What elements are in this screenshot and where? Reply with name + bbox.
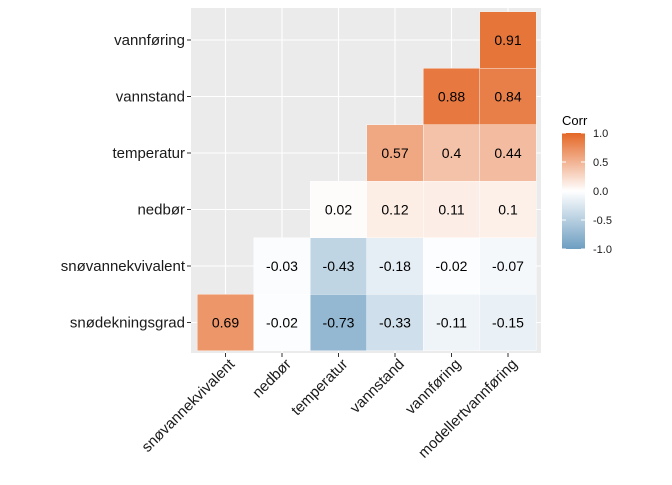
legend-tick-label: 1.0: [593, 128, 608, 140]
cell-value-label: -0.02: [436, 258, 468, 274]
y-axis-tick-label: temperatur: [112, 145, 185, 162]
heatmap-cell: [310, 237, 367, 295]
heatmap-cell: [423, 237, 480, 295]
y-axis-tick-label: nedbør: [137, 202, 185, 219]
legend-tick-label: -0.5: [593, 215, 612, 227]
heatmap-cell: [197, 294, 254, 351]
cell-value-label: 0.4: [442, 145, 462, 161]
color-legend: Corr 1.0 0.5 0.0 -0.5 -1.0: [562, 113, 612, 256]
cell-value-label: -0.03: [266, 258, 298, 274]
cell-value-label: 0.69: [212, 315, 239, 331]
y-axis-tick-label: vannføring: [114, 32, 185, 49]
cell-value-label: -0.43: [323, 258, 355, 274]
legend-title: Corr: [562, 113, 588, 128]
cell-value-label: -0.33: [379, 315, 411, 331]
x-axis-tick-label: modellertvannføring: [415, 356, 521, 462]
legend-tick-label: 0.5: [593, 157, 608, 169]
heatmap-cell: [366, 237, 424, 295]
cell-value-label: -0.18: [379, 258, 411, 274]
heatmap-cell: [253, 237, 311, 295]
heatmap-cell: [423, 124, 480, 182]
legend-colorbar: [562, 133, 585, 249]
heatmap-cell: [479, 68, 537, 125]
cell-value-label: 0.91: [494, 32, 521, 48]
heatmap-cell: [479, 237, 537, 295]
heatmap-cell: [479, 181, 537, 238]
cell-value-label: -0.11: [436, 315, 467, 331]
heatmap-cell: [479, 11, 537, 69]
cell-value-label: 0.12: [381, 202, 408, 218]
cell-value-label: 0.02: [325, 202, 352, 218]
cell-value-label: 0.57: [381, 145, 408, 161]
heatmap-cells: [197, 11, 537, 351]
cell-value-label: -0.73: [323, 315, 355, 331]
x-axis-tick-label: nedbør: [249, 356, 295, 402]
heatmap-cell: [423, 181, 480, 238]
x-axis-tick-label: snøvannekvivalent: [138, 355, 238, 455]
cell-value-label: -0.07: [492, 258, 524, 274]
legend-tick-label: -1.0: [593, 244, 612, 256]
y-axis-tick-label: snøvannekvivalent: [61, 258, 186, 275]
heatmap-cell: [479, 124, 537, 182]
y-axis: snødekningsgrad snøvannekvivalent nedbør te…: [61, 32, 191, 332]
heatmap-cell: [423, 68, 480, 125]
x-axis-tick-label: temperatur: [288, 356, 351, 419]
cell-value-label: 0.44: [494, 145, 521, 161]
y-axis-tick-label: vannstand: [116, 89, 185, 106]
cell-value-label: -0.15: [492, 315, 524, 331]
cell-value-label: 0.84: [494, 89, 521, 105]
y-axis-tick-label: snødekningsgrad: [70, 315, 185, 332]
cell-value-label: 0.1: [498, 202, 518, 218]
x-axis: snøvannekvivalent nedbørtemperaturvannsta…: [138, 353, 521, 462]
heatmap-cell: [366, 181, 424, 238]
heatmap-cell: [479, 294, 537, 351]
cell-value-label: -0.02: [266, 315, 298, 331]
heatmap-cell: [310, 181, 367, 238]
legend-tick-label: 0.0: [593, 186, 608, 198]
heatmap-cell: [366, 294, 424, 351]
heatmap-cell: [423, 294, 480, 351]
cell-value-label: 0.88: [438, 89, 465, 105]
heatmap-cell: [310, 294, 367, 351]
cell-value-label: 0.11: [438, 202, 464, 218]
x-axis-tick-label: vannstand: [347, 356, 408, 417]
cell-labels: 0.69 -0.02 -0.73 -0.33 -0.11 -0.15 -0.03 -0.43 -…: [212, 32, 524, 331]
